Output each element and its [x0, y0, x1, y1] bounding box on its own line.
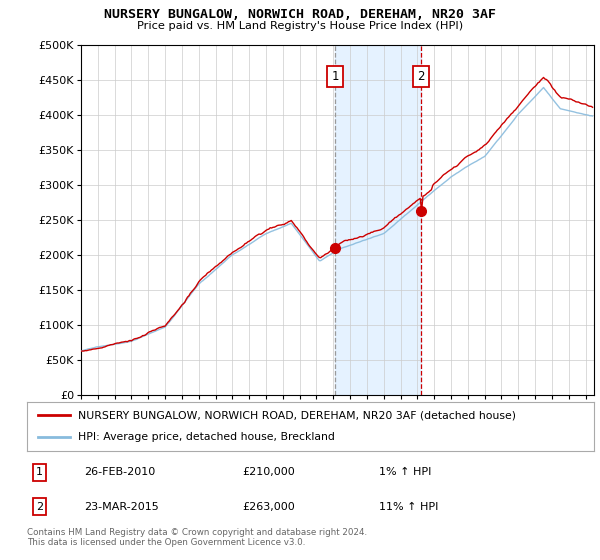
Text: Contains HM Land Registry data © Crown copyright and database right 2024.
This d: Contains HM Land Registry data © Crown c… [27, 528, 367, 547]
Text: HPI: Average price, detached house, Breckland: HPI: Average price, detached house, Brec… [78, 432, 335, 442]
Text: 2: 2 [418, 70, 425, 83]
Text: 2: 2 [36, 502, 43, 511]
Text: 23-MAR-2015: 23-MAR-2015 [84, 502, 158, 511]
Text: 1: 1 [36, 468, 43, 477]
Text: £263,000: £263,000 [242, 502, 295, 511]
Text: 11% ↑ HPI: 11% ↑ HPI [379, 502, 438, 511]
Text: £210,000: £210,000 [242, 468, 295, 477]
Text: NURSERY BUNGALOW, NORWICH ROAD, DEREHAM, NR20 3AF (detached house): NURSERY BUNGALOW, NORWICH ROAD, DEREHAM,… [78, 410, 516, 421]
Text: NURSERY BUNGALOW, NORWICH ROAD, DEREHAM, NR20 3AF: NURSERY BUNGALOW, NORWICH ROAD, DEREHAM,… [104, 8, 496, 21]
Text: 1: 1 [332, 70, 339, 83]
Bar [335, 45, 421, 395]
Text: Price paid vs. HM Land Registry's House Price Index (HPI): Price paid vs. HM Land Registry's House … [137, 21, 463, 31]
Text: 26-FEB-2010: 26-FEB-2010 [84, 468, 155, 477]
Text: 1% ↑ HPI: 1% ↑ HPI [379, 468, 431, 477]
